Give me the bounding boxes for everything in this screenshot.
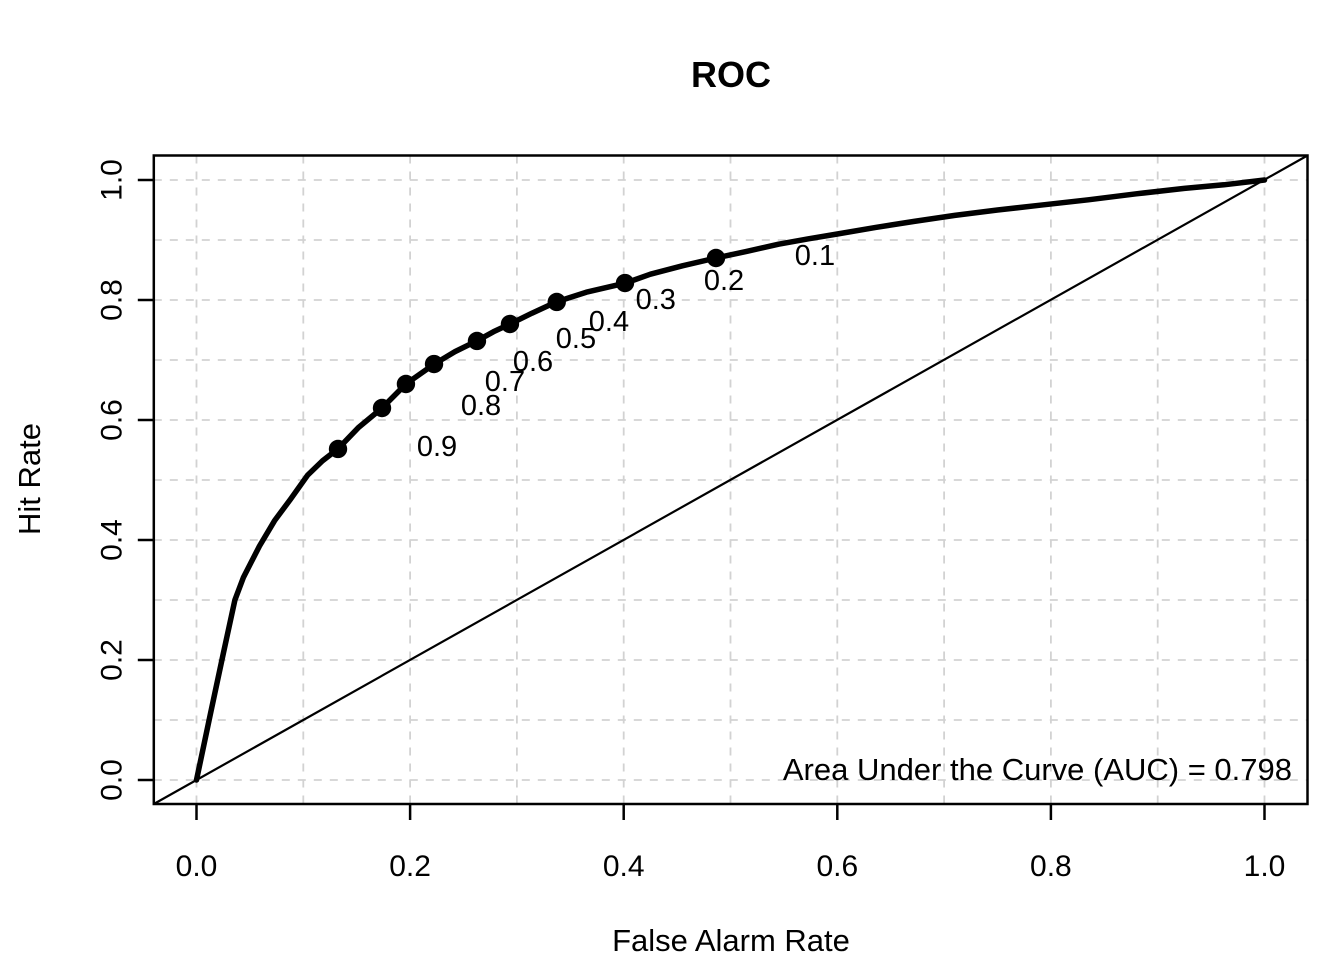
grid-layer: [153, 155, 1308, 804]
y-axis-tick-label: 0.0: [95, 759, 128, 801]
threshold-point: [547, 292, 566, 312]
y-axis-tick-label: 0.4: [95, 519, 128, 561]
x-axis-tick-label: 0.6: [816, 850, 858, 883]
x-axis-tick-label: 0.4: [603, 850, 645, 883]
threshold-label: 0.2: [704, 265, 744, 297]
threshold-label: 0.7: [485, 366, 525, 398]
roc-curve-layer: [193, 177, 1268, 783]
y-axis-tick-label: 1.0: [95, 159, 128, 201]
y-axis-tick-label: 0.6: [95, 399, 128, 441]
threshold-label: 0.1: [795, 240, 835, 272]
x-axis-tick-label: 0.8: [1030, 850, 1072, 883]
threshold-point: [396, 374, 416, 394]
threshold-point: [372, 398, 392, 418]
x-axis-tick-label: 0.0: [176, 850, 218, 883]
threshold-point: [615, 273, 635, 293]
plot-title: ROC: [691, 54, 771, 95]
threshold-label: 0.8: [461, 390, 501, 422]
threshold-label: 0.6: [513, 346, 553, 378]
roc-curve-line: [193, 177, 1268, 783]
x-axis-title: False Alarm Rate: [612, 923, 850, 958]
threshold-point: [467, 331, 487, 351]
threshold-label: 0.5: [556, 323, 596, 355]
y-axis-tick-label: 0.2: [95, 639, 128, 681]
plot-frame: [152, 154, 1309, 806]
threshold-point: [424, 354, 444, 374]
threshold-point: [706, 248, 726, 268]
chance-diagonal-line: [153, 154, 1309, 805]
threshold-point: [500, 314, 520, 334]
y-axis-tick-label: 0.8: [95, 279, 128, 321]
axes-layer: 0.0 0.0 0.2 0.2 0.4 0.4 0.6 0.6 0.8 0.8 1.0 1.0: [95, 154, 1309, 883]
threshold-points-layer: 0.90.80.70.60.50.40.3 0.2 0.1: [328, 240, 835, 463]
auc-annotation: Area Under the Curve (AUC) = 0.798: [783, 752, 1292, 787]
threshold-label: 0.3: [636, 284, 676, 316]
x-axis-tick-label: 0.2: [389, 850, 431, 883]
threshold-label: 0.9: [417, 431, 457, 463]
threshold-label: 0.4: [589, 306, 629, 338]
y-axis-title: Hit Rate: [12, 423, 47, 535]
x-axis-tick-label: 1.0: [1244, 850, 1286, 883]
diagonal-layer: [153, 154, 1309, 805]
threshold-point: [328, 439, 348, 459]
